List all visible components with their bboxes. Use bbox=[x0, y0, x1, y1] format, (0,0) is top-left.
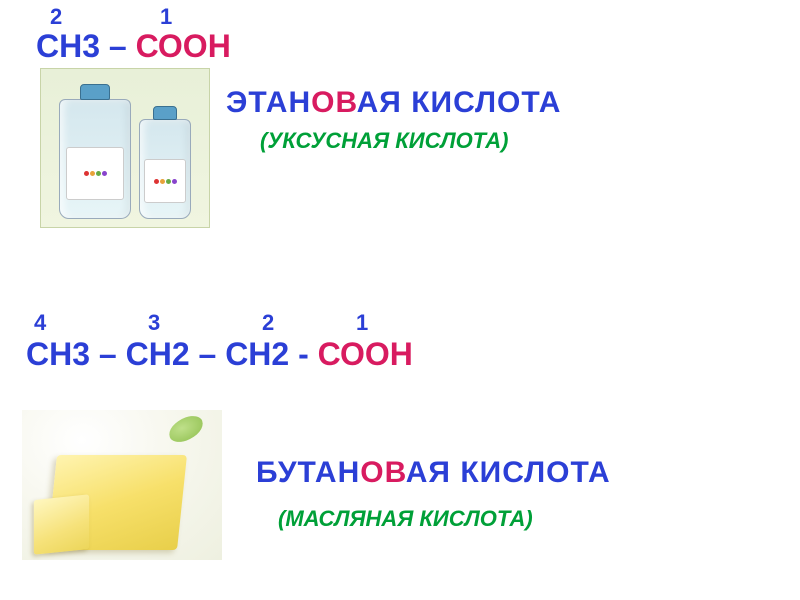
acid2-title: БУТАНОВАЯ КИСЛОТА bbox=[256, 456, 611, 490]
bottle-cap-icon bbox=[153, 106, 177, 120]
title-ov: ОВ bbox=[360, 456, 406, 489]
carbon-number: 1 bbox=[160, 4, 172, 30]
bottle-cap-icon bbox=[80, 84, 110, 100]
title-prefix: ЭТАН bbox=[226, 86, 311, 119]
ch2-group: СН2 - bbox=[225, 336, 317, 372]
ch3-group: СН3 – bbox=[36, 28, 136, 64]
title-kislota: КИСЛОТА bbox=[451, 456, 611, 489]
acid1-title: ЭТАНОВАЯ КИСЛОТА bbox=[226, 86, 561, 120]
title-kislota: КИСЛОТА bbox=[402, 86, 562, 119]
title-prefix: БУТАН bbox=[256, 456, 360, 489]
butter-image bbox=[22, 410, 222, 560]
acid2-subtitle: (МАСЛЯНАЯ КИСЛОТА) bbox=[278, 506, 533, 532]
carbon-number: 3 bbox=[148, 310, 160, 336]
bottle-icon bbox=[139, 119, 191, 219]
title-suffix: АЯ bbox=[357, 86, 402, 119]
carbon-number: 2 bbox=[50, 4, 62, 30]
carbon-number: 2 bbox=[262, 310, 274, 336]
bottle-label bbox=[66, 147, 125, 200]
acid2-formula: СН3 – СН2 – СН2 - СООН bbox=[26, 336, 413, 373]
acid1-formula: СН3 – СООН bbox=[36, 28, 231, 65]
title-suffix: АЯ bbox=[406, 456, 451, 489]
cooh-group: СООН bbox=[318, 336, 413, 372]
title-ov: ОВ bbox=[311, 86, 357, 119]
cooh-group: СООН bbox=[136, 28, 231, 64]
bottle-label bbox=[144, 159, 186, 203]
carbon-number: 4 bbox=[34, 310, 46, 336]
butter-slice-icon bbox=[34, 494, 89, 554]
leaf-icon bbox=[165, 413, 206, 446]
ch3-group: СН3 – bbox=[26, 336, 126, 372]
acid1-subtitle: (УКСУСНАЯ КИСЛОТА) bbox=[260, 128, 509, 154]
carbon-number: 1 bbox=[356, 310, 368, 336]
ch2-group: СН2 – bbox=[126, 336, 226, 372]
bottle-icon bbox=[59, 99, 131, 219]
vinegar-bottles-image bbox=[40, 68, 210, 228]
